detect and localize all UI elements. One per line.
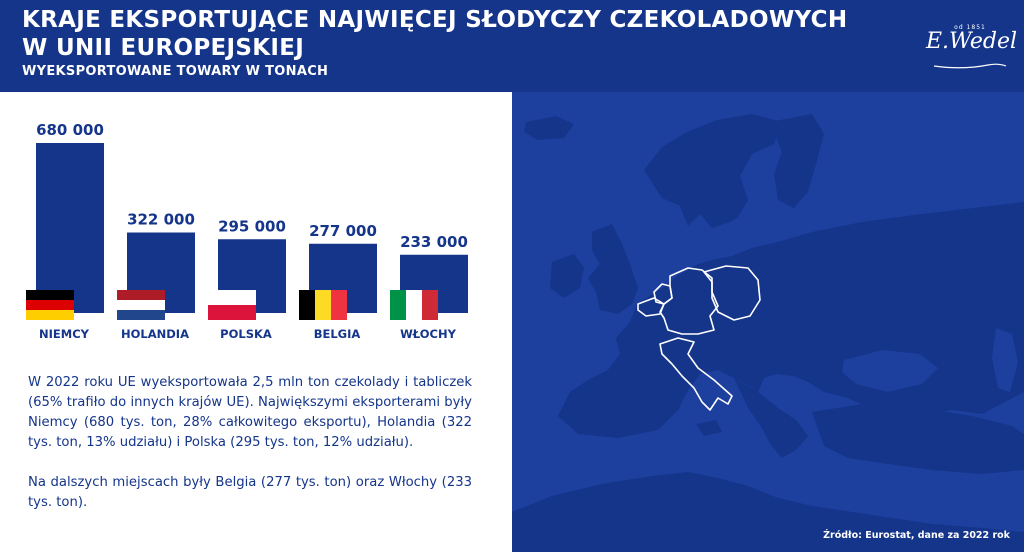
flag-poland-icon — [208, 290, 256, 320]
title-line-2: W UNII EUROPEJSKIEJ — [22, 35, 305, 61]
title-line-1: KRAJE EKSPORTUJĄCE NAJWIĘCEJ SŁODYCZY CZ… — [22, 7, 848, 33]
description-text: W 2022 roku UE wyeksportowała 2,5 mln to… — [28, 373, 472, 533]
value-label-belgium: 277 000 — [309, 222, 377, 240]
flag-italy-icon — [390, 290, 438, 320]
great-britain-landmass — [588, 224, 638, 314]
sardinia-landmass — [664, 388, 678, 418]
logo-name: E.Wedel — [926, 29, 1018, 54]
belgium-outline — [637, 297, 665, 317]
flag-belgium-icon — [299, 290, 347, 320]
value-label-germany: 680 000 — [36, 121, 104, 139]
value-label-italy: 233 000 — [400, 233, 468, 251]
italy-outline — [659, 337, 733, 411]
page-title: KRAJE EKSPORTUJĄCE NAJWIĘCEJ SŁODYCZY CZ… — [22, 6, 902, 62]
category-label-italy: WŁOCHY — [400, 327, 456, 341]
category-label-poland: POLSKA — [220, 327, 272, 341]
map-panel: Źródło: Eurostat, dane za 2022 rok — [512, 92, 1024, 552]
caspian-sea — [992, 328, 1018, 392]
category-label-netherlands: HOLANDIA — [121, 327, 189, 341]
logo-year: od 1851 — [954, 24, 986, 31]
category-label-germany: NIEMCY — [39, 327, 90, 341]
poland-outline — [703, 265, 761, 321]
chart-panel: 680 000 NIEMCY 322 000 HOLANDIA 295 000 POLSK… — [0, 92, 512, 552]
anatolia-landmass — [812, 404, 1024, 474]
baltic-sea — [722, 212, 762, 252]
iceland-landmass — [524, 116, 574, 140]
page-subtitle: WYEKSPORTOWANE TOWARY W TONACH — [22, 64, 329, 79]
highlighted-countries — [637, 265, 761, 411]
continental-europe-landmass — [558, 202, 1024, 438]
bar-germany — [36, 143, 104, 313]
value-label-poland: 295 000 — [218, 217, 286, 235]
wedel-logo: od 1851 E.Wedel — [926, 22, 1018, 74]
balkan-landmass — [734, 378, 808, 458]
value-label-netherlands: 322 000 — [127, 211, 195, 229]
header-banner: KRAJE EKSPORTUJĄCE NAJWIĘCEJ SŁODYCZY CZ… — [0, 0, 1024, 92]
north-africa-landmass — [512, 472, 1024, 552]
black-sea — [842, 350, 938, 392]
europe-land — [512, 114, 1024, 552]
europe-map — [512, 114, 1024, 552]
germany-outline — [659, 267, 719, 335]
bar-chart: 680 000 NIEMCY 322 000 HOLANDIA 295 000 POLSK… — [26, 121, 468, 341]
inland-seas — [722, 212, 1018, 392]
source-note: Źródło: Eurostat, dane za 2022 rok — [823, 530, 1010, 541]
logo-swash-icon — [933, 63, 1007, 69]
flag-germany-icon — [26, 290, 74, 320]
description-paragraph-2: Na dalszych miejscach były Belgia (277 t… — [28, 475, 472, 510]
description-paragraph-1: W 2022 roku UE wyeksportowała 2,5 mln to… — [28, 375, 472, 450]
scandinavia-landmass — [644, 114, 782, 228]
sicily-landmass — [696, 420, 722, 436]
ireland-landmass — [550, 254, 584, 298]
flag-netherlands-icon — [117, 290, 165, 320]
finland-landmass — [770, 114, 824, 208]
category-label-belgium: BELGIA — [314, 327, 361, 341]
